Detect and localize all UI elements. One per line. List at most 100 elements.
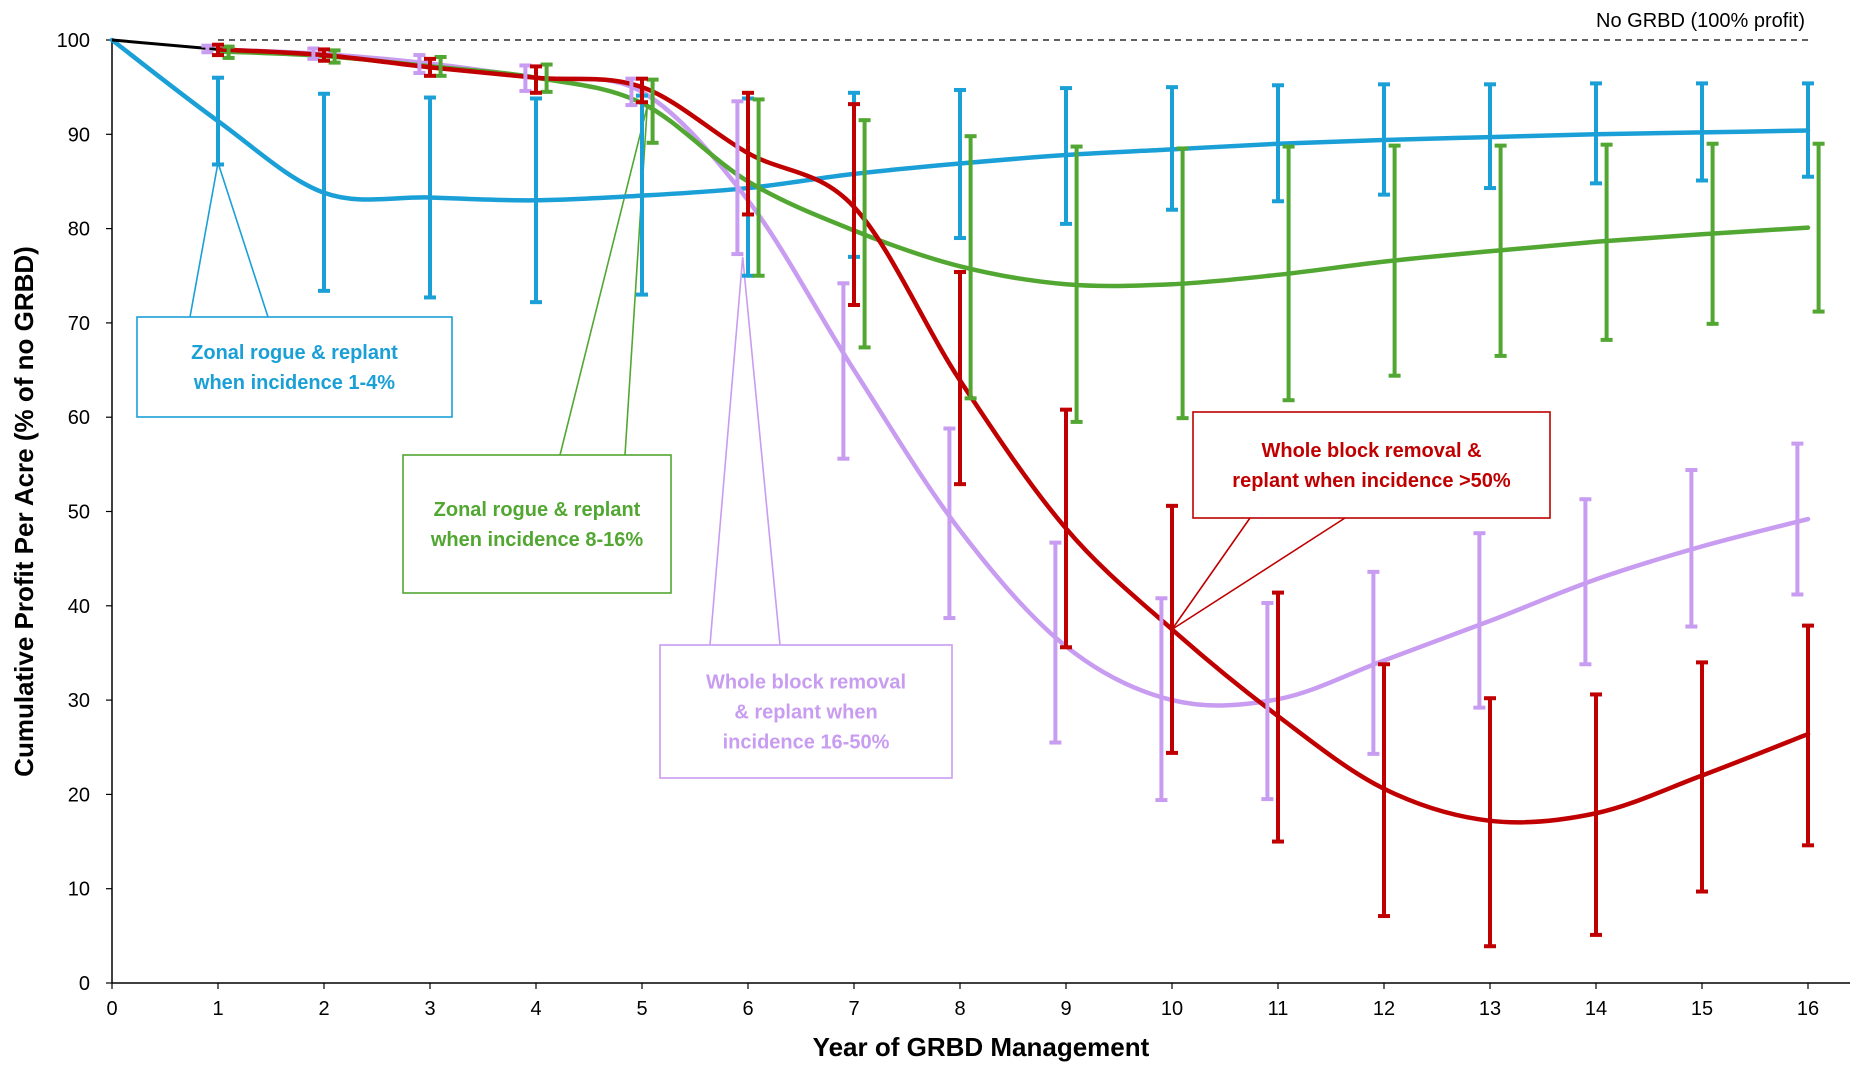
error-bar-whole_50 (848, 102, 860, 307)
y-tick-label: 30 (68, 690, 90, 712)
error-bar-zonal_8_16 (858, 118, 871, 350)
error-bar-zonal_8_16 (1176, 146, 1189, 421)
error-bar-zonal_8_16 (1494, 143, 1507, 358)
error-bar-zonal_8_16 (964, 134, 977, 401)
series-line-whole_50 (215, 47, 1811, 825)
error-bar-zonal_8_16 (1070, 144, 1083, 424)
callout-text-line: incidence 16-50% (723, 732, 890, 754)
error-bar-zonal_1_4 (1272, 83, 1284, 204)
x-tick-label: 13 (1479, 998, 1501, 1020)
error-bar-zonal_1_4 (1590, 81, 1602, 186)
x-tick-label: 14 (1585, 998, 1607, 1020)
callout-text-line: when incidence 1-4% (193, 372, 395, 394)
y-tick-label: 80 (68, 219, 90, 241)
error-bar-zonal_8_16 (1388, 143, 1401, 378)
error-bar-whole_50 (1802, 623, 1814, 848)
error-bar-whole_16_50 (1049, 540, 1062, 745)
error-bar-whole_16_50 (625, 76, 638, 108)
error-bar-whole_16_50 (943, 426, 956, 621)
x-tick-label: 15 (1691, 998, 1713, 1020)
y-tick-label: 20 (68, 784, 90, 806)
error-bar-zonal_8_16 (1812, 141, 1825, 314)
callout-text-line: replant when incidence >50% (1232, 470, 1511, 492)
x-tick-label: 10 (1161, 998, 1183, 1020)
error-bar-whole_16_50 (837, 281, 850, 461)
error-bar-whole_16_50 (1791, 441, 1804, 597)
error-bar-zonal_1_4 (1060, 86, 1072, 226)
callout-text-line: & replant when (734, 702, 877, 724)
callout-text-line: Whole block removal (706, 672, 906, 694)
x-tick-label: 5 (636, 998, 647, 1020)
error-bar-whole_50 (1166, 503, 1178, 755)
y-tick-label: 100 (57, 30, 90, 52)
callout-box (402, 454, 672, 594)
callout-leader (559, 105, 649, 456)
error-bar-whole_50 (954, 269, 966, 487)
error-bar-zonal_1_4 (1166, 85, 1178, 212)
callout-whole_50: Whole block removal & replant when incide… (1171, 411, 1551, 631)
error-bar-whole_50 (636, 76, 648, 105)
error-bar-whole_16_50 (519, 63, 532, 93)
error-bar-whole_50 (1696, 660, 1708, 894)
x-tick-label: 0 (106, 998, 117, 1020)
error-bar-whole_50 (1590, 692, 1602, 937)
error-bar-zonal_1_4 (424, 95, 436, 300)
x-tick-label: 12 (1373, 998, 1395, 1020)
error-bar-whole_16_50 (1367, 569, 1380, 756)
x-tick-label: 11 (1268, 998, 1289, 1020)
error-bar-zonal_8_16 (752, 97, 765, 278)
error-bar-zonal_8_16 (1706, 141, 1719, 326)
x-tick-label: 7 (848, 998, 859, 1020)
error-bar-whole_16_50 (201, 43, 214, 55)
x-tick-label: 8 (954, 998, 965, 1020)
y-axis-title: Cumulative Profit Per Acre (% of no GRBD… (9, 246, 39, 777)
reference-line-label: No GRBD (100% profit) (1596, 10, 1805, 32)
callout-box (659, 644, 953, 779)
error-bar-zonal_8_16 (434, 54, 447, 78)
y-tick-label: 10 (68, 879, 90, 901)
error-bar-whole_50 (318, 47, 330, 63)
error-bar-whole_50 (212, 42, 224, 58)
x-tick-label: 3 (424, 998, 435, 1020)
callout-text-line: Zonal rogue & replant (191, 342, 398, 364)
error-bar-zonal_8_16 (1600, 142, 1613, 342)
y-tick-label: 0 (79, 973, 90, 995)
error-bar-whole_50 (1378, 662, 1390, 919)
callout-leader (709, 256, 781, 646)
x-tick-label: 1 (212, 998, 223, 1020)
error-bar-zonal_8_16 (222, 44, 235, 60)
error-bar-zonal_1_4 (212, 75, 224, 167)
callouts: Zonal rogue & replant when incidence 1-4%… (136, 105, 1551, 779)
error-bar-whole_50 (1060, 407, 1072, 650)
error-bar-whole_16_50 (1685, 468, 1698, 629)
callout-text-line: Whole block removal & (1261, 440, 1481, 462)
callout-whole_16_50: Whole block removal & replant when inciden… (659, 256, 953, 779)
error-bar-whole_50 (530, 64, 542, 95)
error-bars (201, 42, 1825, 949)
error-bar-whole_16_50 (307, 46, 320, 61)
y-tick-label: 60 (68, 407, 90, 429)
error-bar-whole_50 (742, 90, 754, 217)
error-bar-zonal_1_4 (1484, 82, 1496, 191)
error-bar-zonal_1_4 (318, 91, 330, 293)
error-bar-whole_16_50 (1473, 531, 1486, 710)
error-bar-zonal_1_4 (954, 87, 966, 241)
error-bar-whole_16_50 (413, 53, 426, 76)
y-tick-label: 40 (68, 596, 90, 618)
callout-leader (1171, 517, 1346, 631)
error-bar-zonal_1_4 (1378, 82, 1390, 197)
error-bar-zonal_8_16 (328, 48, 341, 65)
x-axis-title: Year of GRBD Management (813, 1032, 1150, 1062)
error-bar-whole_50 (1272, 590, 1284, 844)
error-bar-whole_50 (424, 56, 436, 78)
error-bar-whole_16_50 (1579, 497, 1592, 667)
callout-zonal_1_4: Zonal rogue & replant when incidence 1-4% (136, 162, 453, 418)
error-bar-zonal_8_16 (646, 77, 659, 145)
error-bar-zonal_8_16 (1282, 144, 1295, 403)
callout-leader (189, 162, 269, 318)
y-tick-label: 50 (68, 502, 90, 524)
callout-box (136, 316, 453, 418)
y-tick-label: 70 (68, 313, 90, 335)
